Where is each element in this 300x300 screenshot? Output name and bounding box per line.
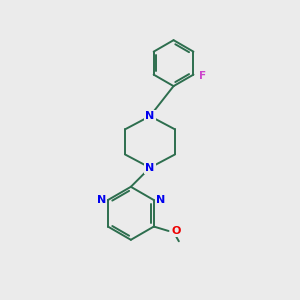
Text: F: F: [199, 71, 206, 81]
Text: N: N: [146, 111, 154, 121]
Text: O: O: [171, 226, 181, 236]
Text: N: N: [156, 195, 165, 205]
Text: N: N: [97, 195, 106, 205]
Text: N: N: [146, 163, 154, 173]
